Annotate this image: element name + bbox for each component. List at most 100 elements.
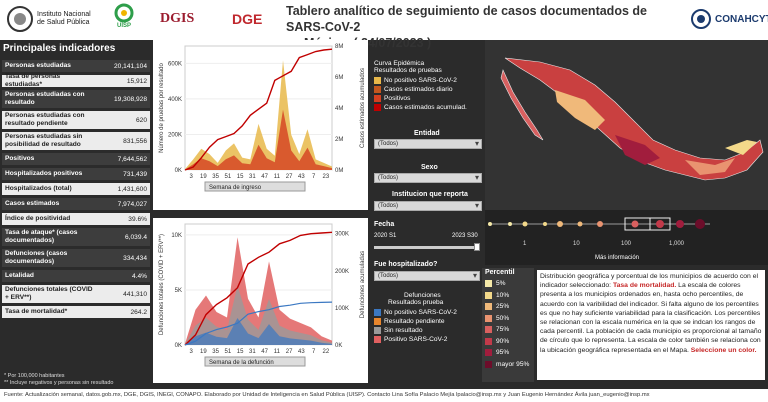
percentile-item[interactable]: 95% bbox=[482, 347, 534, 359]
institucion-dropdown[interactable]: (Todos) bbox=[374, 201, 482, 211]
boxplot-point[interactable] bbox=[597, 221, 603, 227]
legend-label: Positivos bbox=[384, 95, 411, 102]
indicator-value: 441,310 bbox=[123, 290, 147, 298]
y2-tick-label: 6M bbox=[335, 75, 343, 81]
percentile-item[interactable]: 75% bbox=[482, 324, 534, 336]
percentile-item[interactable]: 10% bbox=[482, 290, 534, 302]
indicator-label: Hospitalizados positivos bbox=[5, 170, 83, 177]
legend-swatch bbox=[374, 77, 381, 84]
legend-item[interactable]: Positivo SARS-CoV-2 bbox=[374, 336, 457, 343]
legend-item[interactable]: Resultado pendiente bbox=[374, 318, 457, 325]
south-region-shape[interactable] bbox=[685, 158, 735, 175]
legend-item[interactable]: Casos estimados diario bbox=[374, 86, 467, 93]
indicator-label: Casos estimados bbox=[5, 200, 60, 207]
deaths-chart[interactable]: 0K 5K 10K 0K 100K 200K 300K Defunciones totales… bbox=[153, 218, 368, 383]
boxplot-point[interactable] bbox=[695, 219, 705, 229]
indicator-value: 20,141,104 bbox=[113, 62, 147, 70]
epidemic-curve-panel: 0K 200K 400K 600K 0M 2M 4M 6M 8M Número de prueba… bbox=[153, 40, 368, 210]
more-info-link[interactable]: Más información bbox=[595, 255, 640, 261]
percentile-swatch bbox=[485, 349, 492, 357]
indicator-label: Tasa de ataque* (casos documentados) bbox=[5, 229, 78, 244]
mexico-map[interactable] bbox=[485, 40, 768, 210]
boxplot-point[interactable] bbox=[508, 222, 512, 226]
x-tick-label: 51 bbox=[225, 174, 232, 180]
boxplot-point[interactable] bbox=[557, 221, 563, 227]
indicator-row: Índice de positividad 39.6% bbox=[2, 213, 150, 225]
indicator-value: 4.4% bbox=[131, 272, 147, 280]
x-axis-selector[interactable] bbox=[204, 356, 306, 367]
central-region-shape[interactable] bbox=[615, 135, 660, 165]
y2-axis-title: Casos estimados acumulados bbox=[360, 68, 366, 148]
x-tick-label: 47 bbox=[261, 349, 268, 355]
entidad-dropdown[interactable]: (Todos) bbox=[374, 139, 482, 149]
percentile-item[interactable]: 90% bbox=[482, 336, 534, 348]
weekly-area[interactable] bbox=[185, 237, 332, 345]
yucatan-region-shape[interactable] bbox=[725, 140, 757, 155]
x-tick-label: 15 bbox=[237, 349, 244, 355]
y2-tick-label: 100K bbox=[335, 306, 349, 312]
negative-cumulative-line[interactable] bbox=[184, 301, 333, 346]
y-tick-label: 0K bbox=[175, 168, 182, 174]
legend-item[interactable]: Sin resultado bbox=[374, 327, 457, 334]
footer-credits: Fuente: Actualización semanal, datos.gob… bbox=[0, 389, 768, 402]
x-tick-label: 7 bbox=[312, 174, 316, 180]
fecha-slider-track[interactable] bbox=[374, 246, 478, 249]
legend-item[interactable]: Positivos bbox=[374, 95, 467, 102]
percentile-item[interactable]: 25% bbox=[482, 301, 534, 313]
distribution-boxplot[interactable]: 1 10 100 1,000 bbox=[485, 210, 768, 250]
deaths-chart-panel: 0K 5K 10K 0K 100K 200K 300K Defunciones totales… bbox=[153, 218, 368, 383]
map-panel[interactable] bbox=[485, 40, 768, 210]
indicator-row: Hospitalizados positivos 731,439 bbox=[2, 168, 150, 180]
north-region-shape[interactable] bbox=[555, 90, 605, 130]
legend-item[interactable]: Casos estimados acumulad. bbox=[374, 104, 467, 111]
conahcyt-logo: CONAHCYT bbox=[690, 3, 768, 35]
percentile-label: 5% bbox=[496, 280, 506, 288]
indicator-row: Personas estudiadas con resultado pendie… bbox=[2, 111, 150, 129]
tertiary-area[interactable] bbox=[185, 318, 332, 345]
boxplot-point[interactable] bbox=[577, 221, 583, 227]
x-tick-label: 35 bbox=[212, 174, 219, 180]
boxplot-point[interactable] bbox=[676, 220, 684, 228]
y2-tick-label: 8M bbox=[335, 44, 343, 50]
conahcyt-mark-icon bbox=[691, 9, 711, 29]
mexico-mainland-shape[interactable] bbox=[504, 57, 764, 181]
legend-item[interactable]: No positivo SARS-CoV-2 bbox=[374, 77, 467, 84]
cumulative-line[interactable] bbox=[184, 48, 333, 171]
indicator-value: 264.2 bbox=[130, 308, 147, 316]
footnotes: * Por 100,000 habitantes ** Incluye nega… bbox=[4, 373, 114, 386]
sexo-dropdown[interactable]: (Todos) bbox=[374, 173, 482, 183]
secondary-area[interactable] bbox=[185, 285, 332, 345]
legend-swatch bbox=[374, 95, 381, 102]
indicator-row: Personas estudiadas sin posibilidad de r… bbox=[2, 132, 150, 150]
indicator-value: 1,431,600 bbox=[117, 185, 147, 193]
fecha-slider-handle[interactable] bbox=[474, 243, 480, 251]
legend-item[interactable]: No positivo SARS-CoV-2 bbox=[374, 309, 457, 316]
percentile-item[interactable]: mayor 95% bbox=[482, 359, 534, 371]
distribution-panel: 1 10 100 1,000 Más información bbox=[485, 210, 768, 265]
boxplot-point[interactable] bbox=[522, 221, 528, 227]
secondary-area[interactable] bbox=[185, 109, 332, 170]
boxplot-tick: 1 bbox=[523, 241, 527, 247]
legend-title: Curva Epidémica bbox=[374, 60, 425, 67]
x-tick-label: 31 bbox=[249, 349, 256, 355]
boxplot-box[interactable] bbox=[624, 217, 671, 231]
fecha-label: Fecha bbox=[374, 221, 395, 228]
boxplot-point[interactable] bbox=[543, 222, 547, 226]
indicator-label: Positivos bbox=[5, 155, 35, 162]
indicator-label: Personas estudiadas con resultado pendie… bbox=[5, 112, 85, 127]
boxplot-point[interactable] bbox=[656, 220, 664, 228]
percentile-item[interactable]: 5% bbox=[482, 278, 534, 290]
boxplot-point[interactable] bbox=[488, 222, 492, 226]
x-axis-selector[interactable] bbox=[204, 181, 306, 192]
baja-california-shape[interactable] bbox=[500, 69, 544, 141]
epidemic-curve-chart[interactable]: 0K 200K 400K 600K 0M 2M 4M 6M 8M Número de prueba… bbox=[153, 40, 368, 210]
percentile-swatch bbox=[485, 291, 492, 299]
percentile-swatch bbox=[485, 337, 492, 345]
legend-subtitle: Resultados de pruebas bbox=[374, 67, 442, 74]
hosp-dropdown[interactable]: (Todos) bbox=[374, 271, 480, 281]
indicator-label: Defunciones (casos documentados) bbox=[5, 250, 68, 265]
boxplot-point[interactable] bbox=[631, 220, 639, 228]
x-tick-label: 19 bbox=[200, 349, 207, 355]
percentile-item[interactable]: 50% bbox=[482, 313, 534, 325]
cumulative-line[interactable] bbox=[184, 231, 333, 346]
